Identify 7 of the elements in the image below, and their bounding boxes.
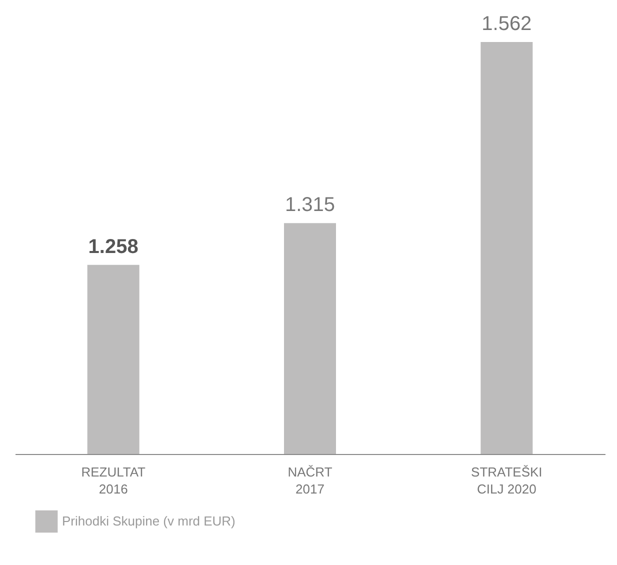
data-label: 1.315 [284, 194, 336, 216]
x-tick-label: STRATEŠKI CILJ 2020 [471, 464, 542, 496]
x-tick-label: NAČRT 2017 [288, 464, 332, 496]
legend-label: Prihodki Skupine (v mrd EUR) [62, 514, 236, 528]
x-tick-label: REZULTAT 2016 [81, 464, 146, 496]
data-label: 1.562 [482, 13, 532, 35]
data-label: 1.258 [88, 236, 138, 258]
